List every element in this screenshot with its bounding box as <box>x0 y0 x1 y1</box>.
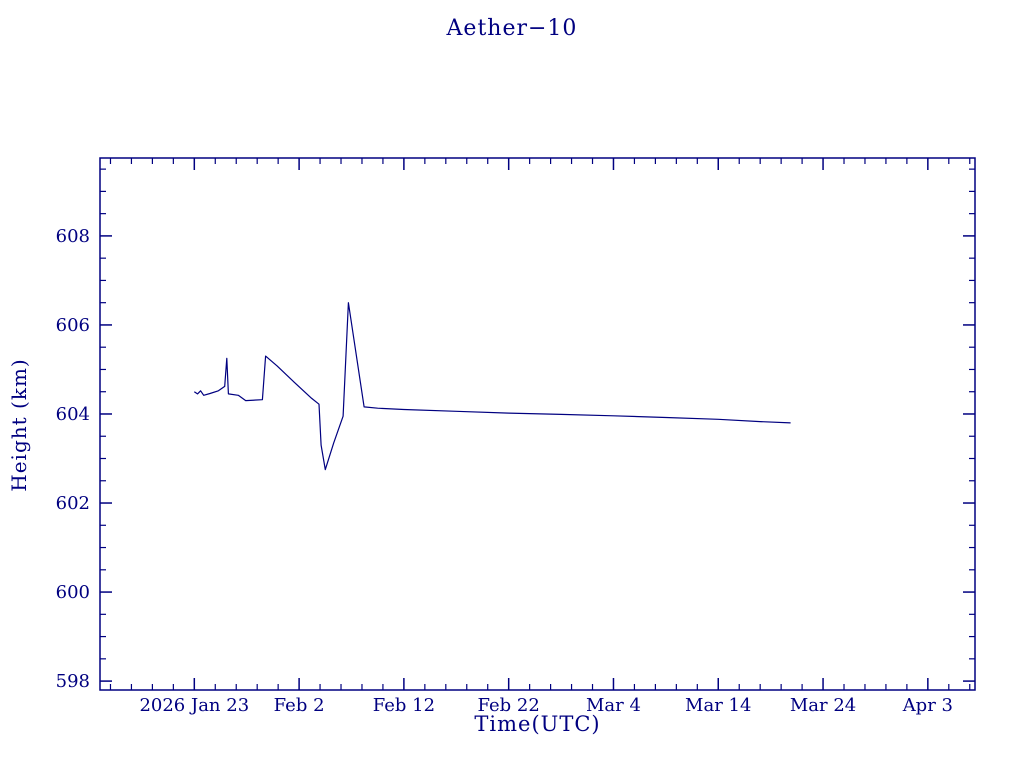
y-tick-label: 598 <box>56 671 90 692</box>
x-axis-label: Time(UTC) <box>474 712 601 736</box>
x-tick-label: 2026 Jan 23 <box>139 695 249 716</box>
x-tick-label: Apr 3 <box>902 695 953 716</box>
x-tick-label: Feb 2 <box>274 695 325 716</box>
x-tick-label: Mar 4 <box>586 695 641 716</box>
height-line <box>193 302 791 471</box>
x-tick-label: Mar 14 <box>685 695 751 716</box>
y-tick-label: 608 <box>56 226 90 247</box>
plot-box <box>99 157 976 691</box>
x-tick-label: Feb 12 <box>373 695 435 716</box>
chart-title: Aether−10 <box>446 16 578 41</box>
x-tick-label: Mar 24 <box>790 695 856 716</box>
y-tick-label: 606 <box>56 315 90 336</box>
x-tick-label: Feb 22 <box>478 695 540 716</box>
y-tick-label: 604 <box>56 404 90 425</box>
y-tick-label: 602 <box>56 493 90 514</box>
y-tick-label: 600 <box>56 582 90 603</box>
